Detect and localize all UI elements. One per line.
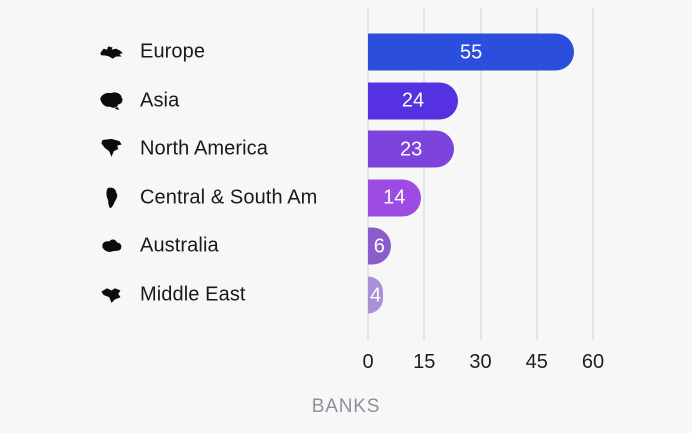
gridline <box>367 8 369 340</box>
category-label-group: Europe <box>98 39 205 66</box>
x-tick-label: 15 <box>413 351 436 373</box>
gridline <box>535 8 538 340</box>
bar-value: 55 <box>460 41 483 63</box>
gridline <box>479 8 482 340</box>
x-tick-label: 45 <box>525 351 548 373</box>
category-label: Europe <box>140 40 206 63</box>
gridline <box>423 8 426 340</box>
asia-icon <box>98 87 125 114</box>
category-label-group: North America <box>98 136 268 163</box>
category-label-group: Central & South Am <box>98 184 317 211</box>
chart-row: Middle East 4 <box>0 271 692 319</box>
europe-icon <box>98 39 125 66</box>
chart-row: Europe 55 <box>0 28 692 76</box>
chart-row: Australia 6 <box>0 222 692 270</box>
category-label-group: Middle East <box>98 282 246 309</box>
category-label: Middle East <box>140 283 246 306</box>
chart-row: North America 23 <box>0 125 692 173</box>
x-tick-label: 0 <box>362 351 374 373</box>
bar-central-south-america: 14 <box>368 179 421 217</box>
bar-value: 24 <box>401 89 425 112</box>
north-america-icon <box>98 136 125 163</box>
category-label: Australia <box>140 234 219 257</box>
bar-value: 4 <box>369 284 382 306</box>
bar-middle-east: 4 <box>368 276 383 314</box>
category-label: Central & South Am <box>140 186 318 209</box>
bar-australia: 6 <box>368 227 391 265</box>
bar-value: 23 <box>400 138 423 161</box>
gridline <box>592 8 594 340</box>
category-label-group: Australia <box>98 233 219 260</box>
central-south-america-icon <box>98 184 125 211</box>
category-label: Asia <box>140 89 180 112</box>
category-label-group: Asia <box>98 87 179 114</box>
bar-north-america: 23 <box>368 130 455 168</box>
x-tick-label: 60 <box>581 351 605 373</box>
bar-value: 6 <box>373 235 385 258</box>
bar-asia: 24 <box>368 82 458 120</box>
middle-east-icon <box>98 282 125 309</box>
australia-icon <box>98 233 125 260</box>
bar-europe: 55 <box>368 33 575 71</box>
chart-row: Asia 24 <box>0 77 692 125</box>
category-label: North America <box>140 137 269 160</box>
chart-row: Central & South Am 14 <box>0 174 692 222</box>
x-tick-label: 30 <box>469 351 492 373</box>
x-axis-title: BANKS <box>311 396 381 417</box>
bar-value: 14 <box>383 186 406 209</box>
